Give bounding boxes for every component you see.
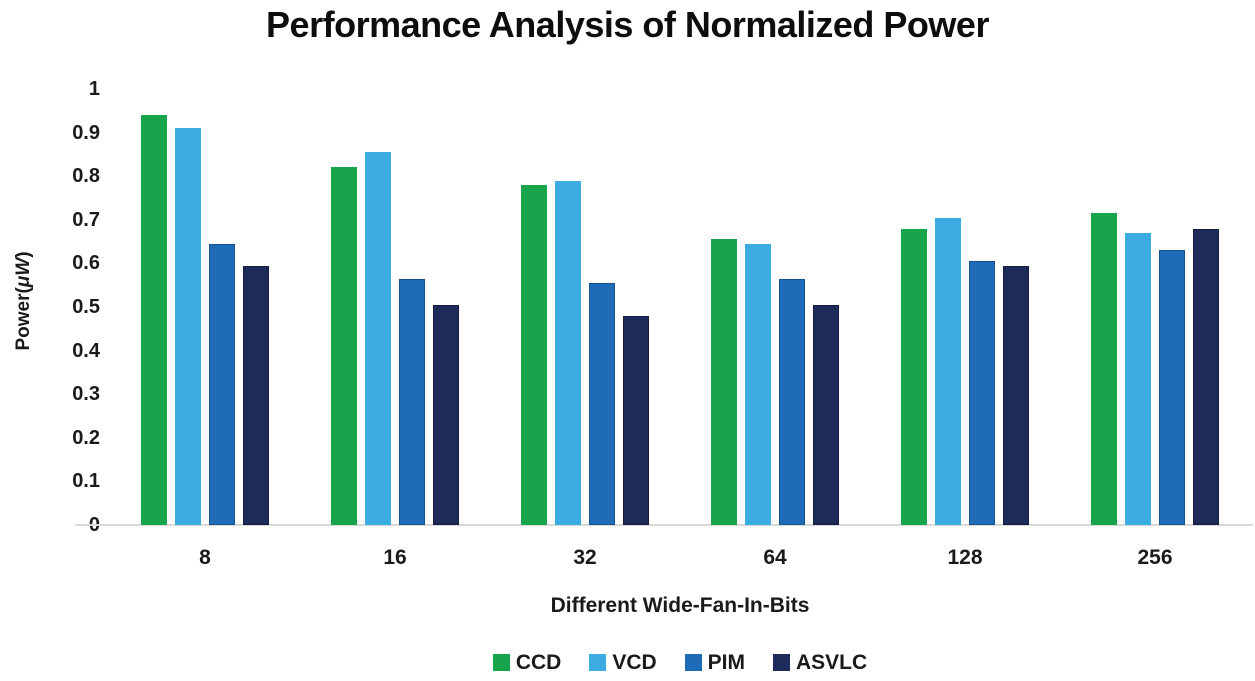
- legend-label-PIM: PIM: [707, 651, 745, 674]
- bar-PIM-8: [209, 244, 235, 525]
- y-tick-label: 0.5: [72, 296, 100, 318]
- bar-CCD-64: [711, 239, 737, 525]
- bar-VCD-128: [935, 218, 961, 525]
- chart-title: Performance Analysis of Normalized Power: [266, 4, 989, 45]
- bar-CCD-128: [901, 229, 927, 525]
- bar-ASVLC-128: [1003, 266, 1029, 525]
- bar-PIM-64: [779, 279, 805, 525]
- x-axis-ticks: 8 16 32 64 128 256: [110, 546, 1250, 570]
- bar-group-256: [1060, 89, 1250, 525]
- x-axis-title: Different Wide-Fan-In-Bits: [550, 594, 810, 617]
- x-axis-line: [75, 524, 1253, 526]
- y-tick-label: 0.8: [72, 165, 100, 188]
- bar-CCD-32: [521, 185, 547, 525]
- legend-item-PIM: PIM: [684, 651, 745, 674]
- bar-ASVLC-256: [1193, 229, 1219, 525]
- legend-item-VCD: VCD: [589, 651, 657, 674]
- legend-swatch-VCD: [589, 654, 607, 671]
- y-tick-label: 1: [88, 78, 100, 100]
- y-tick-label: 0.6: [72, 252, 100, 275]
- bar-PIM-256: [1159, 250, 1185, 525]
- x-tick-label-128: 128: [947, 546, 983, 569]
- bar-ASVLC-8: [243, 266, 269, 525]
- x-tick-label-256: 256: [1137, 546, 1173, 569]
- bar-CCD-8: [141, 115, 167, 525]
- legend-label-CCD: CCD: [515, 651, 562, 674]
- bar-group-32: [490, 89, 680, 525]
- legend-item-CCD: CCD: [492, 651, 562, 674]
- legend-swatch-PIM: [684, 654, 702, 671]
- bar-group-16: [300, 89, 490, 525]
- plot-area: [110, 89, 1250, 525]
- bar-PIM-32: [589, 283, 615, 525]
- bar-ASVLC-32: [623, 316, 649, 525]
- y-tick-label: 0.1: [72, 470, 100, 493]
- bar-group-8: [110, 89, 300, 525]
- legend-item-ASVLC: ASVLC: [773, 652, 867, 673]
- x-tick-label-16: 16: [383, 546, 407, 569]
- bar-VCD-16: [365, 152, 391, 525]
- y-tick-label: 0.9: [72, 121, 100, 144]
- bar-PIM-128: [969, 261, 995, 525]
- bar-CCD-16: [331, 167, 357, 525]
- bar-VCD-256: [1125, 233, 1151, 525]
- bar-ASVLC-64: [813, 305, 839, 525]
- y-axis-ticks: 00.10.20.30.40.50.60.70.80.91: [0, 0, 100, 681]
- bar-VCD-8: [175, 128, 201, 525]
- bar-VCD-32: [555, 181, 581, 525]
- x-tick-label-32: 32: [573, 546, 597, 569]
- bar-group-128: [870, 89, 1060, 525]
- bar-PIM-16: [399, 279, 425, 525]
- bar-group-64: [680, 89, 870, 525]
- bar-ASVLC-16: [433, 305, 459, 525]
- x-tick-label-64: 64: [763, 546, 787, 569]
- y-tick-label: 0.3: [72, 383, 100, 406]
- legend-label-VCD: VCD: [612, 651, 657, 674]
- y-tick-label: 0.4: [72, 339, 100, 362]
- y-tick-label: 0.7: [72, 208, 100, 231]
- legend-swatch-ASVLC: [773, 654, 790, 671]
- legend-swatch-CCD: [492, 654, 510, 671]
- x-tick-label-8: 8: [199, 546, 211, 569]
- legend-label-ASVLC: ASVLC: [796, 651, 868, 674]
- bar-VCD-64: [745, 244, 771, 525]
- bar-CCD-256: [1091, 213, 1117, 525]
- y-tick-label: 0.2: [72, 426, 100, 449]
- legend: CCD VCD PIM ASVLC: [110, 652, 1250, 673]
